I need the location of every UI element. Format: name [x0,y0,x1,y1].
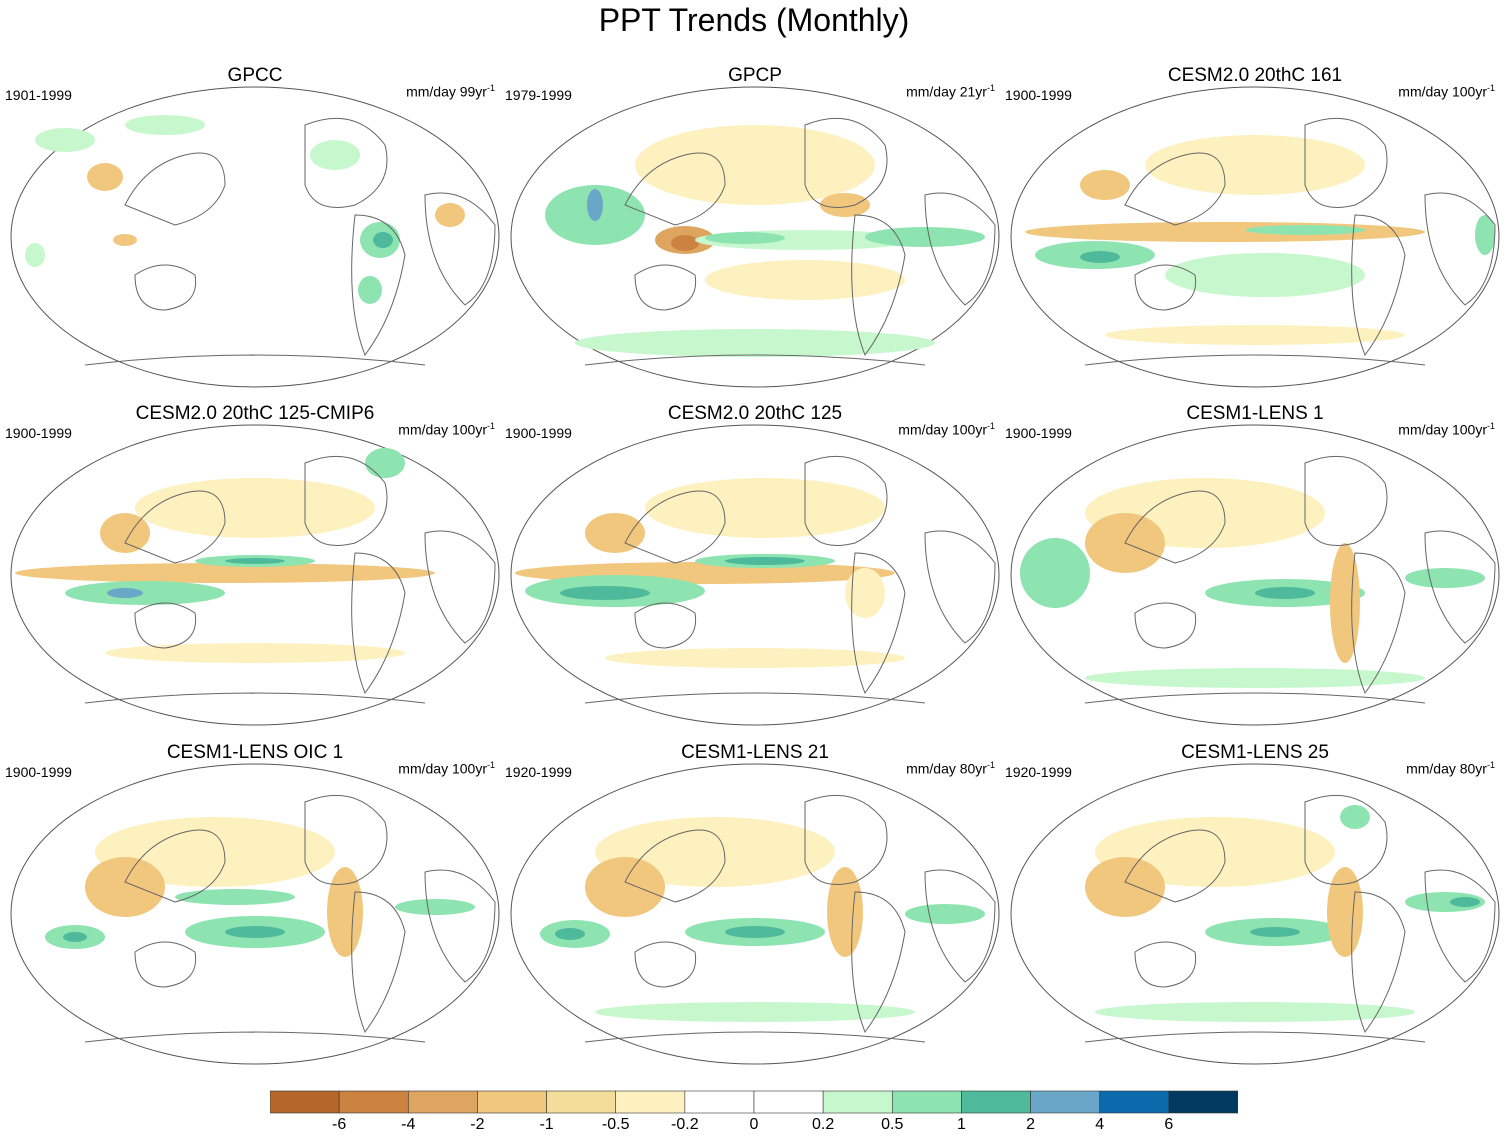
map-panel-cesm2-125-cmip6: CESM2.0 20thC 125-CMIP6 1900-1999 mm/day… [5,403,505,733]
coastlines [84,455,496,704]
panel-units: mm/day 100yr-1 [398,421,495,438]
panel-title: CESM2.0 20thC 125-CMIP6 [135,403,375,424]
coastlines [1084,117,1496,366]
colorbar-swatch [270,1090,340,1114]
colorbar [270,1090,1238,1114]
panel-title: CESM1-LENS 25 [1181,742,1329,763]
world-map [1010,763,1500,1065]
map-panel-cesm1-lens-25: CESM1-LENS 25 1920-1999 mm/day 80yr-1 [1005,742,1505,1072]
precip-trend-patches [15,448,435,663]
panel-period: 1979-1999 [505,87,572,103]
coastlines [584,117,996,366]
precip-trend-patches [25,115,465,304]
panel-units: mm/day 100yr-1 [898,421,995,438]
panel-units: mm/day 21yr-1 [906,83,995,100]
figure-title: PPT Trends (Monthly) [598,2,910,38]
colorbar-swatch [1030,1090,1101,1114]
world-map [510,424,1000,726]
colorbar-swatch [1099,1090,1170,1114]
colorbar-tick-label: -2 [470,1116,485,1133]
coastlines [84,794,496,1043]
world-map [1010,86,1500,388]
coastlines [84,117,496,366]
colorbar-tick-label: 0.2 [812,1116,835,1133]
colorbar-tick-label: -4 [401,1116,416,1133]
map-panel-cesm1-lens-oic-1: CESM1-LENS OIC 1 1900-1999 mm/day 100yr-… [5,742,505,1072]
panel-title: CESM1-LENS 21 [681,742,829,763]
colorbar-swatch [477,1090,547,1114]
panel-period: 1920-1999 [505,764,572,780]
world-map [510,86,1000,388]
panel-units: mm/day 80yr-1 [1406,760,1495,777]
colorbar-tick-label: -0.5 [601,1116,630,1133]
colorbar-swatch [961,1090,1031,1114]
panel-period: 1900-1999 [5,764,72,780]
colorbar-swatch [891,1090,962,1114]
coastlines [584,794,996,1043]
panel-title: CESM1-LENS OIC 1 [166,742,344,763]
map-panel-cesm2-125: CESM2.0 20thC 125 1900-1999 mm/day 100yr… [505,403,1005,733]
panel-units: mm/day 100yr-1 [1398,421,1495,438]
panel-period: 1900-1999 [1005,425,1072,441]
panel-units: mm/day 99yr-1 [406,83,495,100]
colorbar-tick-label: 2 [1026,1116,1036,1133]
colorbar-tick-label: -1 [539,1116,554,1133]
colorbar-tick-label: 0 [749,1116,759,1133]
world-map [10,424,500,726]
precip-trend-patches [1025,135,1495,345]
colorbar-swatch [615,1090,686,1114]
panel-title: CESM2.0 20thC 161 [1167,65,1343,86]
map-panel-cesm1-lens-21: CESM1-LENS 21 1920-1999 mm/day 80yr-1 [505,742,1005,1072]
colorbar-tick-label: -6 [332,1116,347,1133]
panel-title: GPCP [728,65,782,86]
world-map [510,763,1000,1065]
colorbar-swatch [407,1090,478,1114]
panel-title: GPCC [227,65,283,86]
precip-trend-patches [1085,805,1485,1022]
map-panel-gpcc: GPCC 1901-1999 mm/day 99yr-1 [5,65,505,395]
colorbar-swatch [546,1090,617,1114]
colorbar-swatch [753,1090,824,1114]
panel-period: 1901-1999 [5,87,72,103]
colorbar-swatch [822,1090,893,1114]
world-map [10,763,500,1065]
panel-period: 1900-1999 [5,425,72,441]
panel-title: CESM1-LENS 1 [1186,403,1324,424]
panel-title: CESM2.0 20thC 125 [667,403,843,424]
colorbar-swatch [1168,1090,1238,1114]
precip-trend-patches [45,817,475,957]
panel-units: mm/day 80yr-1 [906,760,995,777]
panel-units: mm/day 100yr-1 [1398,83,1495,100]
precip-trend-patches [545,125,985,357]
map-panel-gpcp: GPCP 1979-1999 mm/day 21yr-1 [505,65,1005,395]
coastlines [1084,794,1496,1043]
colorbar-tick-label: 6 [1164,1116,1174,1133]
colorbar-tick-label: 0.5 [881,1116,904,1133]
map-panel-cesm2-161: CESM2.0 20thC 161 1900-1999 mm/day 100yr… [1005,65,1505,395]
precip-trend-patches [1020,478,1485,688]
map-panel-cesm1-lens-1: CESM1-LENS 1 1900-1999 mm/day 100yr-1 [1005,403,1505,733]
precip-trend-patches [540,817,985,1022]
colorbar-tick-label: -0.2 [671,1116,699,1133]
colorbar-swatch [684,1090,755,1114]
world-map [10,86,500,388]
coastlines [1084,455,1496,704]
precip-trend-patches [515,478,905,668]
colorbar-tick-label: 4 [1095,1116,1105,1133]
panel-period: 1900-1999 [505,425,572,441]
colorbar-labels: -6 -4 -2 -1 -0.5 -0.2 0 0.2 0.5 1 2 4 6 [0,1116,1508,1140]
colorbar-tick-label: 1 [956,1116,966,1133]
world-map [1010,424,1500,726]
coastlines [584,455,996,704]
panel-period: 1900-1999 [1005,87,1072,103]
panel-units: mm/day 100yr-1 [398,760,495,777]
colorbar-swatch [338,1090,409,1114]
panel-period: 1920-1999 [1005,764,1072,780]
